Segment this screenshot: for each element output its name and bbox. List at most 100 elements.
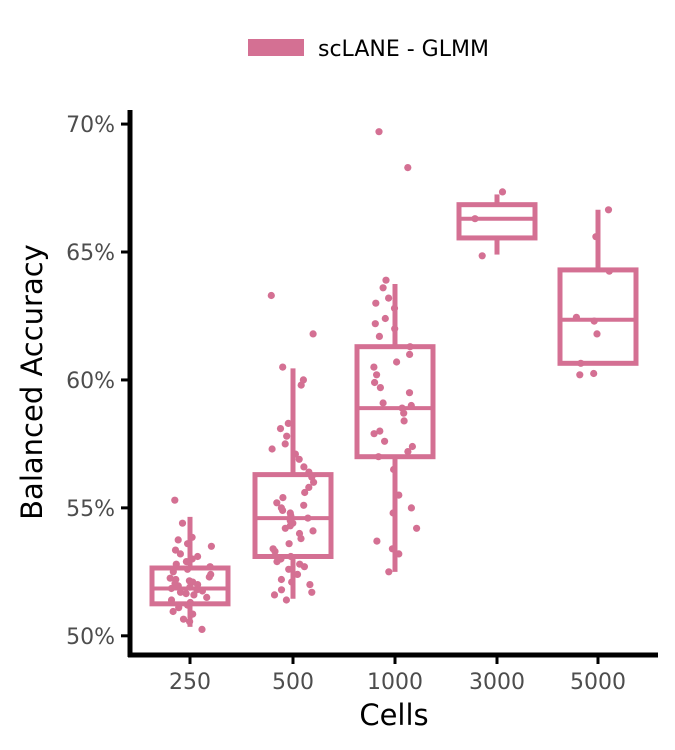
- x-tick-label: 3000: [469, 670, 525, 695]
- data-point: [282, 596, 290, 604]
- data-point: [590, 369, 598, 378]
- data-point: [277, 586, 286, 594]
- data-point: [277, 575, 285, 584]
- data-point: [281, 440, 289, 448]
- data-point: [176, 550, 184, 558]
- y-ticks: 50% 55% 60% 65% 70%: [66, 113, 130, 650]
- data-point: [279, 494, 287, 502]
- data-point: [404, 448, 412, 456]
- data-point: [171, 496, 179, 504]
- data-point: [576, 371, 584, 379]
- data-point: [179, 615, 188, 623]
- data-point: [604, 206, 613, 214]
- data-point: [385, 568, 393, 576]
- data-point: [171, 546, 180, 554]
- data-point: [406, 350, 414, 358]
- data-point: [407, 504, 415, 512]
- x-ticks: 250 500 1000 3000 5000: [169, 655, 626, 695]
- x-tick-label: 250: [169, 670, 211, 695]
- data-point: [405, 389, 414, 397]
- data-point: [169, 607, 177, 616]
- data-point: [207, 542, 215, 550]
- box-3000: [456, 194, 538, 255]
- data-point: [376, 427, 384, 435]
- data-point: [375, 332, 383, 340]
- box-5000: [557, 209, 639, 366]
- data-point: [194, 552, 202, 561]
- data-point: [285, 540, 293, 548]
- data-point: [393, 358, 401, 366]
- data-point: [198, 625, 206, 634]
- data-point: [270, 591, 279, 599]
- box-iqr: [557, 267, 639, 366]
- data-point: [178, 519, 187, 527]
- data-point: [370, 363, 378, 371]
- data-point: [593, 330, 601, 338]
- boxes: [149, 194, 639, 627]
- data-point: [306, 581, 314, 589]
- box-500: [252, 368, 334, 599]
- y-tick-label: 55%: [66, 497, 115, 522]
- data-point: [478, 252, 486, 260]
- box-1000: [354, 283, 436, 572]
- y-tick-label: 60%: [66, 369, 115, 394]
- data-point: [296, 560, 304, 568]
- data-point: [299, 376, 307, 384]
- y-axis-title: Balanced Accuracy: [15, 244, 49, 520]
- data-point: [283, 432, 291, 440]
- data-point: [172, 575, 180, 584]
- data-point: [295, 529, 304, 538]
- data-point: [379, 284, 387, 292]
- data-point: [277, 504, 285, 512]
- data-point: [370, 430, 378, 438]
- data-point: [269, 545, 277, 553]
- data-point: [376, 384, 384, 392]
- box-iqr: [252, 472, 334, 559]
- data-point: [300, 501, 308, 509]
- data-point: [309, 330, 317, 338]
- data-point: [279, 363, 287, 371]
- legend-label: scLANE - GLMM: [318, 37, 489, 62]
- data-point: [293, 570, 302, 579]
- data-point: [276, 425, 285, 433]
- data-point: [203, 593, 211, 602]
- data-point: [375, 128, 383, 136]
- data-point: [372, 299, 380, 307]
- data-point: [295, 455, 303, 463]
- data-point: [404, 164, 412, 172]
- y-tick-label: 65%: [66, 241, 115, 266]
- data-point: [300, 463, 308, 471]
- data-point: [309, 527, 317, 535]
- data-point: [284, 419, 292, 427]
- legend: scLANE - GLMM: [248, 37, 489, 62]
- data-point: [408, 442, 416, 451]
- data-point: [373, 537, 381, 545]
- data-point: [498, 188, 507, 196]
- box-iqr: [354, 344, 436, 460]
- data-point: [371, 378, 379, 387]
- box-iqr: [149, 565, 231, 607]
- data-point: [400, 417, 408, 425]
- y-tick-label: 70%: [66, 113, 115, 138]
- box-250: [149, 516, 231, 627]
- x-tick-label: 500: [272, 670, 314, 695]
- data-point: [176, 588, 185, 596]
- data-point: [182, 590, 190, 598]
- data-point: [413, 524, 421, 532]
- data-point: [301, 488, 309, 497]
- data-point: [267, 291, 275, 300]
- data-point: [185, 577, 193, 585]
- data-point: [268, 445, 276, 453]
- data-point: [305, 483, 313, 491]
- data-point: [379, 399, 387, 407]
- data-point: [166, 574, 174, 582]
- box-iqr: [456, 202, 538, 241]
- data-point: [286, 509, 294, 517]
- data-point: [382, 276, 390, 284]
- axes: [127, 110, 658, 658]
- data-point: [373, 371, 381, 379]
- x-tick-label: 5000: [570, 670, 626, 695]
- data-point: [381, 314, 389, 323]
- data-point: [273, 499, 281, 507]
- x-axis-title: Cells: [359, 698, 428, 732]
